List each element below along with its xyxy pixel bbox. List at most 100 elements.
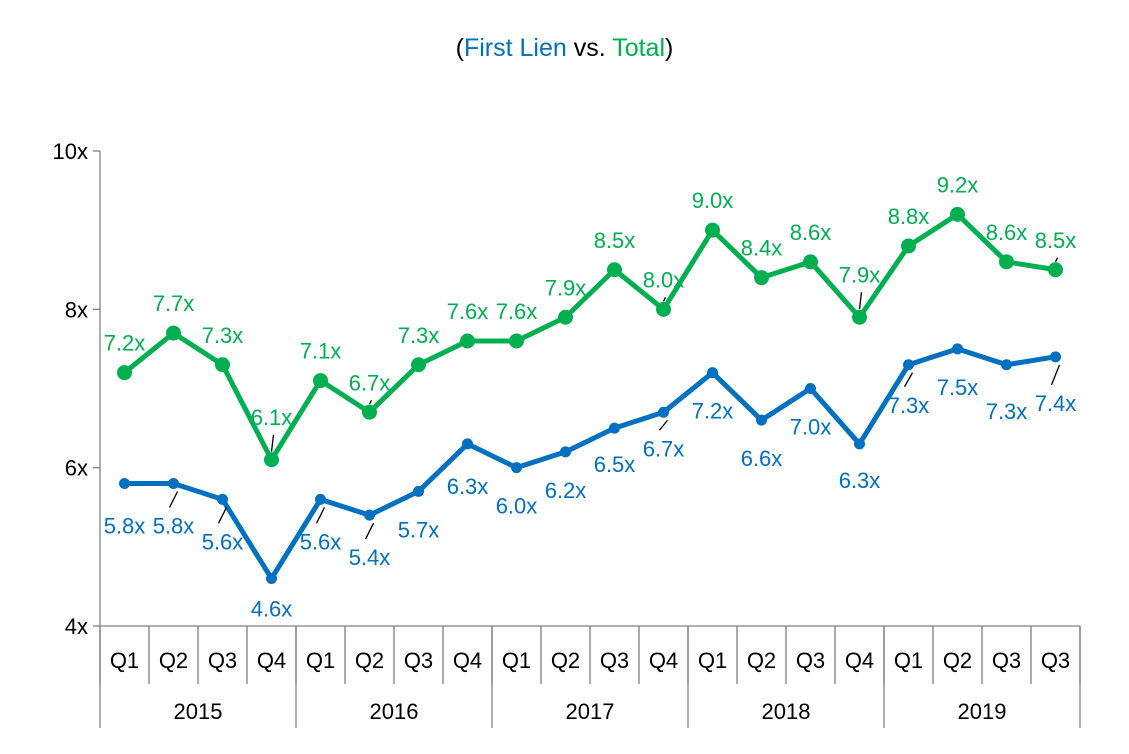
label-leader-line (903, 372, 914, 388)
data-point (168, 478, 179, 489)
data-label: 6.0x (496, 494, 538, 519)
data-point (166, 325, 181, 341)
x-tick-label: Q4 (845, 648, 874, 673)
data-label: 6.3x (839, 468, 881, 493)
data-point (999, 254, 1014, 270)
data-label: 5.8x (153, 514, 195, 539)
title-separator: vs. (566, 34, 613, 62)
data-point (803, 254, 818, 270)
data-point (754, 270, 769, 286)
data-point (705, 222, 720, 238)
data-point (852, 309, 867, 325)
data-point (952, 343, 963, 355)
data-point (413, 485, 424, 497)
x-tick-label: Q4 (649, 648, 678, 673)
label-leader-line (368, 399, 373, 405)
data-point (462, 438, 473, 450)
label-leader-line (1054, 257, 1059, 263)
data-point (511, 462, 522, 474)
data-label: 8.0x (643, 267, 685, 292)
x-year-label: 2019 (958, 699, 1007, 724)
label-leader-line (168, 491, 179, 508)
x-year-label: 2015 (174, 699, 223, 724)
data-point (1048, 262, 1063, 278)
label-leader-line (364, 522, 375, 540)
data-point (609, 422, 620, 434)
title-close-paren: ) (665, 34, 674, 62)
chart-title: (First Lien vs. Total) (0, 34, 1129, 63)
data-point (950, 206, 965, 222)
data-point (707, 367, 718, 379)
data-label: 7.0x (790, 415, 832, 440)
data-label: 5.7x (398, 517, 440, 542)
title-open-paren: ( (455, 34, 464, 62)
data-point (1001, 359, 1012, 371)
x-tick-label: Q3 (992, 648, 1021, 673)
data-label: 7.5x (937, 375, 979, 400)
data-label: 4.6x (251, 597, 293, 622)
data-label: 8.8x (888, 204, 930, 229)
data-label: 7.6x (496, 299, 538, 324)
x-tick-label: Q3 (404, 648, 433, 673)
data-label: 7.3x (202, 323, 244, 348)
data-point (362, 404, 377, 420)
data-label: 8.5x (1035, 228, 1077, 253)
data-point (411, 357, 426, 373)
x-tick-label: Q1 (306, 648, 335, 673)
x-tick-label: Q2 (159, 648, 188, 673)
data-point (1050, 351, 1061, 363)
data-label: 7.9x (839, 262, 881, 287)
data-point (266, 573, 277, 584)
data-point (509, 333, 524, 349)
data-label: 6.7x (643, 436, 685, 461)
data-point (560, 446, 571, 458)
data-label: 5.6x (300, 529, 342, 554)
series-line-first-lien (122, 346, 1058, 581)
x-tick-label: Q3 (600, 648, 629, 673)
x-tick-label: Q4 (453, 648, 482, 673)
data-label: 7.6x (447, 299, 489, 324)
label-leader-line (1050, 364, 1061, 386)
data-label: 6.2x (545, 478, 587, 503)
label-leader-line (217, 507, 228, 524)
x-tick-label: Q3 (796, 648, 825, 673)
data-label: 9.2x (937, 172, 979, 197)
data-point (313, 373, 328, 389)
data-point (119, 478, 130, 489)
data-label: 6.7x (349, 370, 391, 395)
data-point (558, 309, 573, 325)
data-label: 7.3x (398, 323, 440, 348)
data-label: 7.4x (1035, 391, 1077, 416)
data-point (215, 357, 230, 373)
x-tick-label: Q3 (1041, 648, 1070, 673)
data-point (658, 406, 669, 418)
title-first-lien: First Lien (463, 34, 567, 62)
y-tick-label: 8x (65, 297, 88, 322)
series-line-total (122, 211, 1058, 463)
x-tick-label: Q3 (208, 648, 237, 673)
x-tick-label: Q1 (698, 648, 727, 673)
data-label: 6.1x (251, 405, 293, 430)
data-point (117, 365, 132, 381)
data-point (460, 333, 475, 349)
data-point (656, 301, 671, 317)
x-tick-label: Q2 (747, 648, 776, 673)
data-point (264, 452, 279, 468)
data-point (364, 509, 375, 521)
data-point (217, 493, 228, 505)
data-label: 6.6x (741, 446, 783, 471)
data-label: 5.6x (202, 529, 244, 554)
title-total: Total (612, 34, 665, 62)
x-tick-label: Q1 (110, 648, 139, 673)
data-label: 7.3x (986, 399, 1028, 424)
data-label: 5.4x (349, 545, 391, 570)
label-leader-line (315, 507, 326, 524)
x-tick-label: Q1 (894, 648, 923, 673)
label-leader-line (270, 434, 275, 452)
x-tick-label: Q2 (551, 648, 580, 673)
data-point (805, 383, 816, 394)
data-label: 6.3x (447, 474, 489, 499)
data-label: 7.3x (888, 393, 930, 418)
data-label: 7.2x (692, 399, 734, 424)
